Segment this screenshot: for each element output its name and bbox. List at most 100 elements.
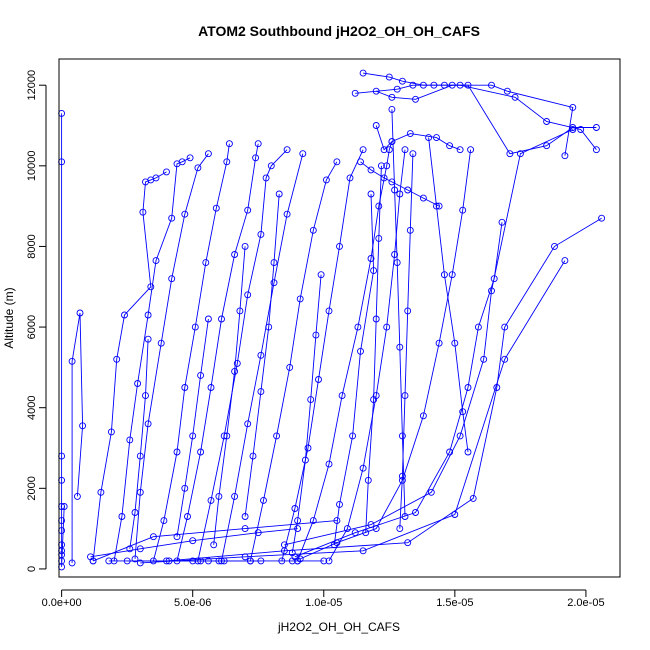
data-point xyxy=(189,537,197,545)
data-point xyxy=(367,255,375,262)
data-point xyxy=(543,142,551,150)
data-point xyxy=(391,186,399,194)
data-point xyxy=(231,367,239,375)
data-point xyxy=(398,472,406,480)
data-point xyxy=(464,448,472,456)
data-point xyxy=(181,484,189,492)
data-point xyxy=(401,513,409,520)
x-tick-label: 1.5e-05 xyxy=(436,597,473,609)
data-point xyxy=(105,557,113,565)
data-point xyxy=(396,525,404,533)
data-point xyxy=(516,150,524,158)
data-point xyxy=(367,166,375,174)
data-point xyxy=(488,287,495,295)
data-point xyxy=(123,557,131,565)
data-point xyxy=(194,164,202,172)
data-point xyxy=(244,206,252,214)
data-point xyxy=(73,492,81,500)
data-point xyxy=(333,158,341,166)
series-line-21 xyxy=(355,84,597,155)
data-point xyxy=(136,452,144,460)
data-point xyxy=(163,168,170,176)
data-point xyxy=(126,436,134,444)
data-point xyxy=(126,545,134,553)
data-point xyxy=(223,432,231,440)
x-axis: 0.0e+00 5.0e-06 1.0e-05 1.5e-05 2.0e-05 xyxy=(42,589,605,609)
data-point xyxy=(351,529,359,537)
data-point xyxy=(270,259,278,267)
y-tick-label: 12000 xyxy=(26,70,38,101)
data-point xyxy=(241,553,249,561)
data-point xyxy=(474,323,482,331)
data-point xyxy=(393,259,401,267)
data-point xyxy=(173,448,181,456)
data-point xyxy=(592,146,600,154)
data-point xyxy=(241,242,249,250)
data-point xyxy=(435,339,443,347)
series-line-32 xyxy=(333,193,375,545)
data-point xyxy=(398,77,406,85)
data-point xyxy=(598,214,606,222)
data-point xyxy=(254,529,262,537)
data-point xyxy=(121,311,128,319)
data-point xyxy=(357,347,364,355)
data-point xyxy=(225,140,233,148)
data-point xyxy=(349,432,357,440)
data-point xyxy=(336,500,343,508)
data-point xyxy=(197,448,205,456)
series-line-19 xyxy=(376,84,574,156)
data-point xyxy=(60,503,68,510)
data-point xyxy=(383,323,391,331)
data-point xyxy=(464,81,472,89)
data-point xyxy=(267,162,275,170)
data-point xyxy=(254,140,262,148)
data-point xyxy=(309,226,317,234)
data-point xyxy=(288,557,296,565)
data-point xyxy=(204,315,212,323)
x-tick-label: 1.0e-05 xyxy=(305,597,342,609)
data-point xyxy=(325,460,333,468)
data-point xyxy=(336,242,343,250)
series-line-1 xyxy=(61,113,65,567)
data-point xyxy=(231,492,239,500)
data-point xyxy=(401,146,409,154)
data-point xyxy=(233,359,241,367)
data-point xyxy=(380,146,388,154)
data-point xyxy=(286,363,294,371)
data-point xyxy=(189,432,197,440)
data-point xyxy=(501,323,509,331)
data-point xyxy=(304,444,312,452)
data-point xyxy=(409,150,417,158)
data-point xyxy=(430,81,438,89)
data-point xyxy=(372,315,380,323)
data-point xyxy=(241,513,249,520)
data-point xyxy=(464,384,472,391)
data-point xyxy=(448,271,456,279)
data-point xyxy=(241,525,249,533)
data-point xyxy=(257,557,265,565)
data-point xyxy=(152,174,160,182)
data-point xyxy=(249,452,257,460)
data-point xyxy=(317,271,325,279)
series-line-17 xyxy=(166,217,602,562)
series-line-29 xyxy=(365,165,382,533)
data-point xyxy=(440,271,448,279)
data-point xyxy=(294,525,302,533)
data-point xyxy=(388,105,396,113)
data-point xyxy=(270,279,278,287)
y-tick-label: 10000 xyxy=(26,151,38,182)
data-point xyxy=(210,541,218,549)
data-point xyxy=(152,257,160,265)
data-point xyxy=(409,81,417,89)
data-point xyxy=(370,396,378,404)
data-point xyxy=(197,371,205,379)
data-point xyxy=(377,162,385,170)
data-point xyxy=(260,496,267,504)
series-line-14 xyxy=(300,149,472,560)
data-point xyxy=(359,547,367,555)
data-point xyxy=(257,230,265,238)
data-point xyxy=(330,541,338,549)
data-point xyxy=(367,190,375,198)
data-point xyxy=(346,174,354,182)
